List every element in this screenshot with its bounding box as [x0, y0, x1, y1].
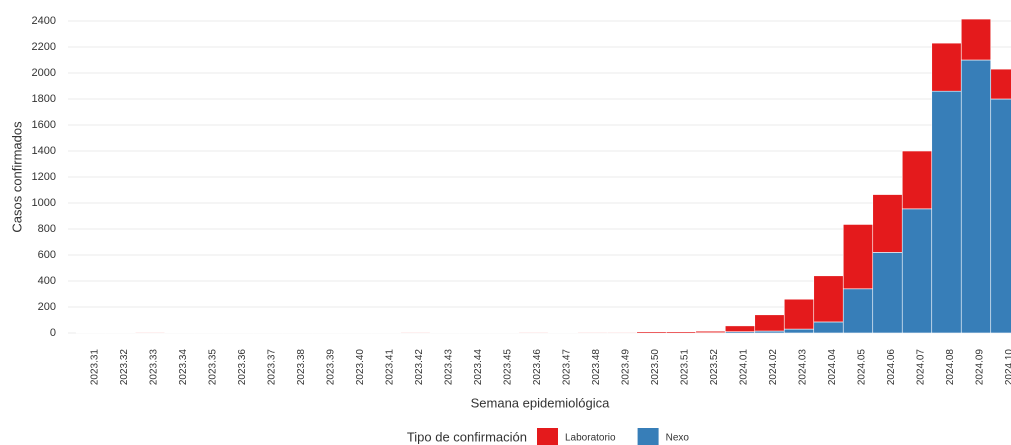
- bar-segment: [577, 332, 608, 334]
- x-tick-label: 2023.36: [237, 349, 248, 386]
- bar-segment: [872, 194, 903, 253]
- x-tick-label: 2023.32: [119, 349, 130, 386]
- legend-label: Laboratorio: [565, 433, 616, 444]
- x-tick-label: 2023.51: [680, 349, 691, 386]
- bar-segment: [842, 224, 874, 290]
- bar-segment: [872, 252, 903, 334]
- x-tick-label: 2023.46: [532, 349, 543, 386]
- x-tick-label: 2023.38: [296, 349, 307, 386]
- x-tick-label: 2024.08: [945, 349, 956, 386]
- x-tick-label: 2024.03: [798, 349, 809, 386]
- x-tick-label: 2023.44: [473, 349, 484, 386]
- x-tick-label: 2023.40: [355, 349, 366, 386]
- bar-segment: [695, 330, 726, 334]
- y-tick-label: 1800: [32, 93, 56, 105]
- x-tick-label: 2023.48: [591, 349, 602, 386]
- x-tick-label: 2024.02: [768, 349, 779, 386]
- bar-segment: [783, 328, 815, 334]
- bar-segment: [665, 331, 697, 334]
- bar-segment: [134, 332, 166, 334]
- bar-segment: [606, 332, 638, 334]
- bar-segment: [901, 150, 933, 210]
- y-tick-label: 1600: [32, 119, 56, 131]
- y-tick-label: 600: [38, 249, 56, 261]
- legend-label: Nexo: [666, 433, 690, 444]
- y-tick-label: 1400: [32, 145, 56, 157]
- x-tick-label: 2023.34: [178, 349, 189, 386]
- bar-segment: [960, 59, 992, 334]
- bar-segment: [960, 18, 992, 61]
- y-axis-title: Casos confirmados: [9, 121, 24, 233]
- y-tick-label: 2200: [32, 41, 56, 53]
- x-tick-label: 2024.04: [827, 349, 838, 386]
- y-tick-label: 0: [50, 327, 56, 339]
- x-tick-label: 2023.47: [562, 349, 573, 386]
- x-tick-label: 2023.33: [149, 349, 160, 386]
- x-tick-label: 2024.09: [975, 349, 986, 386]
- bar-segment: [990, 68, 1011, 100]
- bar-segment: [931, 90, 962, 334]
- x-tick-label: 2023.42: [414, 349, 425, 386]
- x-tick-label: 2023.37: [267, 349, 278, 386]
- x-tick-label: 2024.01: [739, 349, 750, 386]
- bar-segment: [400, 332, 431, 334]
- bar-segment: [931, 42, 962, 92]
- bar-segment: [813, 275, 844, 323]
- x-tick-label: 2023.49: [621, 349, 632, 386]
- x-tick-label: 2023.52: [709, 349, 720, 386]
- x-tick-label: 2023.41: [385, 349, 396, 386]
- y-tick-label: 2400: [32, 15, 56, 27]
- y-tick-label: 400: [38, 275, 56, 287]
- y-tick-label: 800: [38, 223, 56, 235]
- y-tick-label: 2000: [32, 67, 56, 79]
- bar-segment: [724, 325, 756, 333]
- x-axis-title: Semana epidemiológica: [471, 395, 611, 410]
- bar-segment: [842, 288, 874, 334]
- bar-segment: [990, 98, 1011, 334]
- x-tick-label: 2023.50: [650, 349, 661, 386]
- y-tick-label: 200: [38, 301, 56, 313]
- legend-swatch: [537, 428, 558, 445]
- x-tick-label: 2023.35: [208, 349, 219, 386]
- bar-segment: [901, 208, 933, 334]
- x-tick-label: 2023.45: [503, 349, 514, 386]
- legend-title: Tipo de confirmación: [407, 429, 527, 444]
- x-tick-label: 2023.31: [90, 349, 101, 386]
- bar-segment: [754, 314, 785, 332]
- legend-swatch: [637, 428, 659, 445]
- bar-segment: [518, 332, 549, 334]
- x-tick-label: 2024.05: [857, 349, 868, 386]
- x-tick-label: 2023.39: [326, 349, 337, 386]
- y-tick-label: 1200: [32, 171, 56, 183]
- bar-segment: [783, 298, 815, 330]
- y-tick-label: 1000: [32, 197, 56, 209]
- x-tick-label: 2023.43: [444, 349, 455, 386]
- x-tick-label: 2024.10: [1004, 349, 1011, 386]
- x-tick-label: 2024.07: [916, 349, 927, 386]
- x-tick-label: 2024.06: [886, 349, 897, 386]
- bar-segment: [813, 321, 844, 334]
- bar-segment: [636, 331, 667, 334]
